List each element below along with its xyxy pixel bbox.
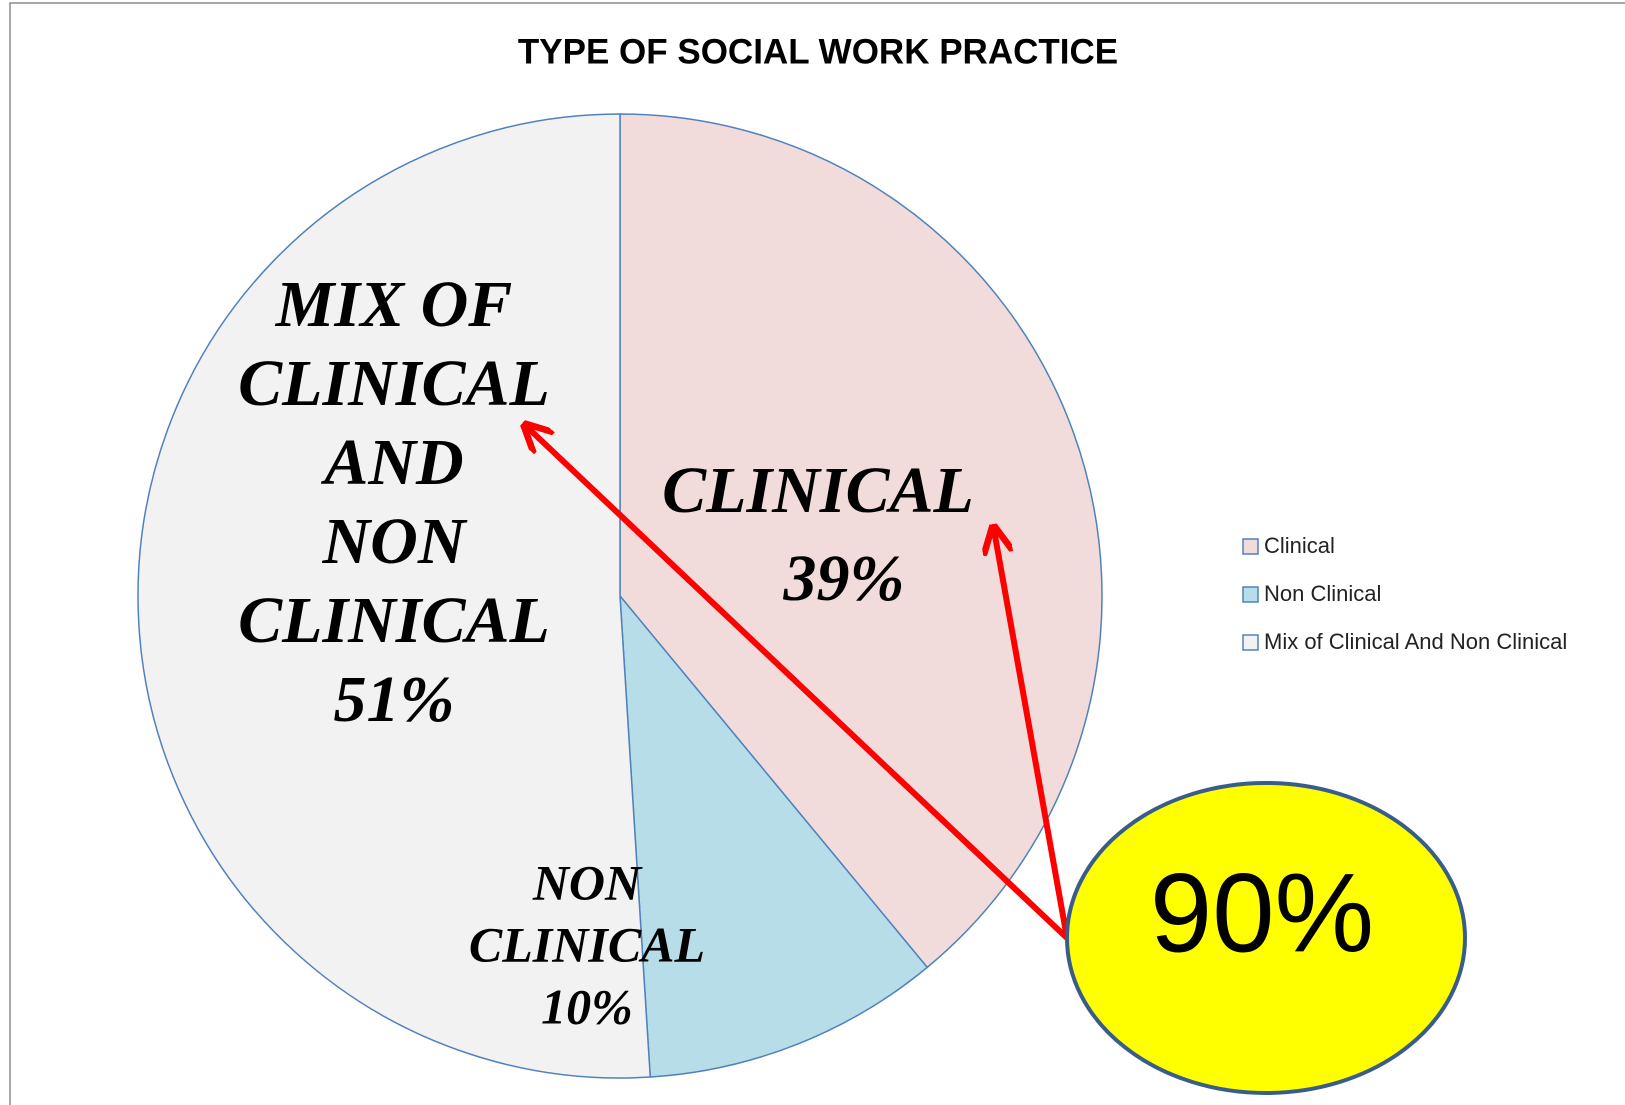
chart-frame: [9, 2, 1625, 1105]
data-label: 39%: [783, 542, 905, 615]
legend-swatch: [1242, 538, 1259, 555]
data-label-name: CLINICAL: [662, 454, 974, 527]
arrow: [994, 530, 1070, 939]
pie-slice: [619, 113, 1103, 969]
annotation-group: 90%: [527, 427, 1467, 1095]
annotation-text: 90%: [1150, 851, 1374, 976]
annotation-ellipse: [1065, 781, 1467, 1095]
data-label-name: CLINICAL: [238, 347, 550, 420]
legend-label: Clinical: [1264, 533, 1335, 558]
data-label: 51%: [334, 663, 455, 736]
legend-label: Mix of Clinical And Non Clinical: [1264, 629, 1567, 654]
data-label-name: CLINICAL: [469, 916, 705, 972]
data-label-name: MIX OF: [275, 268, 513, 341]
data-label-name: AND: [320, 426, 463, 499]
legend-swatch: [1242, 634, 1259, 651]
pie-slice: [619, 593, 929, 1078]
legend: Clinical Non Clinical Mix of Clinical And …: [1242, 533, 1567, 654]
legend-label: Non Clinical: [1264, 581, 1381, 606]
data-label-name: NON: [532, 854, 643, 910]
chart-title: TYPE OF SOCIAL WORK PRACTICE: [518, 32, 1118, 71]
legend-swatch: [1242, 586, 1259, 603]
pie-slice: [137, 113, 652, 1079]
data-label-name: NON: [322, 505, 468, 578]
data-label: 10%: [541, 978, 633, 1034]
data-label-name: CLINICAL: [238, 584, 550, 657]
arrow: [527, 427, 1070, 941]
